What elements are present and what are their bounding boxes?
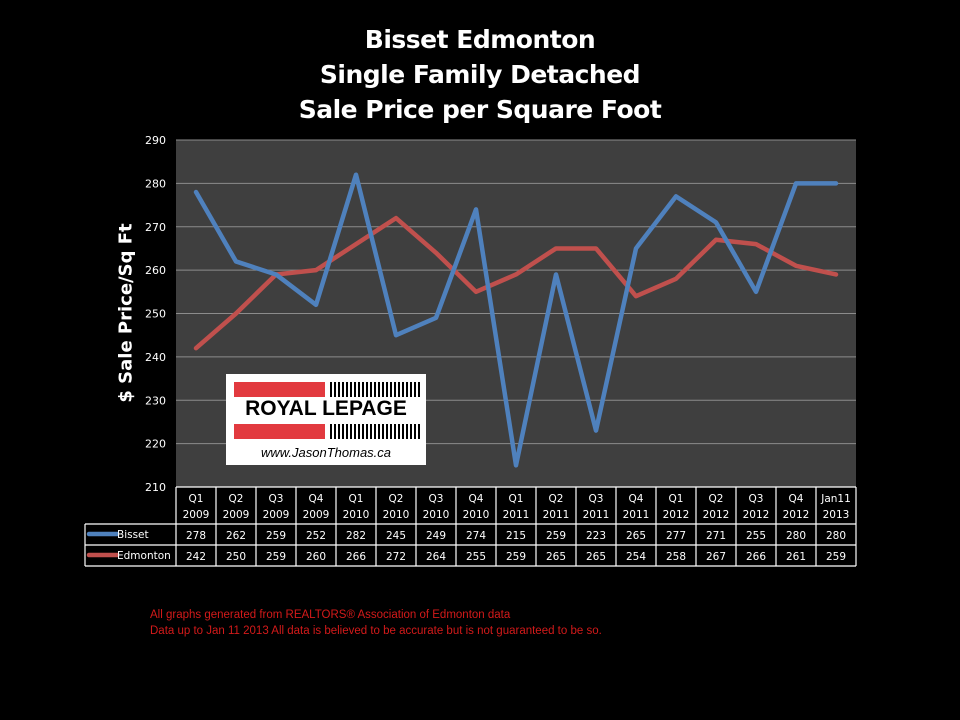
x-category-label: Q2 [389, 493, 404, 505]
x-category-label: Q2 [229, 493, 244, 505]
x-category-year: 2010 [343, 509, 370, 521]
table-cell-value: 266 [346, 551, 366, 563]
table-cell-value: 215 [506, 530, 526, 542]
x-category-year: 2011 [583, 509, 610, 521]
table-cell-value: 245 [386, 530, 406, 542]
x-category-label: Q2 [549, 493, 564, 505]
table-cell-value: 252 [306, 530, 326, 542]
chart-title: Bisset Edmonton Single Family Detached S… [0, 22, 960, 127]
x-category-year: 2012 [743, 509, 770, 521]
y-tick-label: 270 [145, 221, 166, 234]
x-category-label: Q3 [589, 493, 604, 505]
table-cell-value: 259 [826, 551, 846, 563]
x-category-year: 2009 [183, 509, 210, 521]
table-cell-value: 250 [226, 551, 246, 563]
table-cell-value: 278 [186, 530, 206, 542]
y-tick-label: 240 [145, 351, 166, 364]
table-cell-value: 259 [506, 551, 526, 563]
x-category-year: 2009 [223, 509, 250, 521]
x-category-year: 2011 [503, 509, 530, 521]
table-cell-value: 259 [266, 530, 286, 542]
x-category-label: Q1 [349, 493, 364, 505]
title-line-2: Single Family Detached [319, 60, 641, 89]
y-tick-label: 290 [145, 134, 166, 147]
x-category-label: Q1 [669, 493, 684, 505]
y-tick-label: 230 [145, 394, 166, 407]
x-category-year: 2009 [263, 509, 290, 521]
royal-lepage-logo: ROYAL LEPAGE www.JasonThomas.ca [226, 374, 426, 465]
x-category-label: Jan11 [820, 493, 851, 505]
table-cell-value: 267 [706, 551, 726, 563]
x-category-year: 2009 [303, 509, 330, 521]
footer-line-2: Data up to Jan 11 2013 All data is belie… [150, 625, 602, 637]
title-line-1: Bisset Edmonton [364, 25, 596, 54]
x-category-label: Q3 [749, 493, 764, 505]
legend-label-edmonton: Edmonton [117, 550, 171, 562]
x-category-year: 2011 [623, 509, 650, 521]
footer-disclaimer: All graphs generated from REALTORS® Asso… [150, 607, 602, 639]
footer-line-1: All graphs generated from REALTORS® Asso… [150, 609, 511, 621]
logo-red-bar-top [234, 382, 325, 397]
table-cell-value: 266 [746, 551, 766, 563]
y-tick-label: 280 [145, 177, 166, 190]
x-category-year: 2012 [663, 509, 690, 521]
x-category-label: Q3 [269, 493, 284, 505]
table-cell-value: 258 [666, 551, 686, 563]
table-cell-value: 265 [546, 551, 566, 563]
logo-red-bar-bottom [234, 424, 325, 439]
logo-barcode-bottom [330, 424, 420, 439]
table-cell-value: 223 [586, 530, 606, 542]
x-category-label: Q1 [509, 493, 524, 505]
logo-brand-text: ROYAL LEPAGE [245, 397, 407, 420]
table-cell-value: 282 [346, 530, 366, 542]
logo-website-link[interactable]: www.JasonThomas.ca [260, 445, 392, 460]
y-axis-label: $ Sale Price/Sq Ft [115, 223, 137, 403]
table-cell-value: 259 [546, 530, 566, 542]
table-cell-value: 265 [586, 551, 606, 563]
logo-barcode-top [330, 382, 420, 397]
x-category-year: 2010 [463, 509, 490, 521]
x-category-label: Q3 [429, 493, 444, 505]
table-cell-value: 277 [666, 530, 686, 542]
table-cell-value: 242 [186, 551, 206, 563]
x-category-year: 2010 [423, 509, 450, 521]
table-cell-value: 265 [626, 530, 646, 542]
y-tick-label: 260 [145, 264, 166, 277]
series-line-bisset [193, 172, 839, 468]
table-cell-value: 254 [626, 551, 646, 563]
table-cell-value: 259 [266, 551, 286, 563]
table-cell-value: 264 [426, 551, 446, 563]
y-tick-label: 210 [145, 481, 166, 494]
x-category-year: 2011 [543, 509, 570, 521]
y-tick-label: 220 [145, 438, 166, 451]
x-category-label: Q4 [629, 493, 644, 505]
x-category-label: Q2 [709, 493, 724, 505]
table-cell-value: 255 [746, 530, 766, 542]
table-cell-value: 249 [426, 530, 446, 542]
x-category-label: Q4 [469, 493, 484, 505]
x-category-label: Q1 [189, 493, 204, 505]
x-category-year: 2010 [383, 509, 410, 521]
table-cell-value: 262 [226, 530, 246, 542]
table-cell-value: 280 [826, 530, 846, 542]
x-category-year: 2012 [703, 509, 730, 521]
table-cell-value: 271 [706, 530, 726, 542]
table-cell-value: 261 [786, 551, 806, 563]
table-cell-value: 255 [466, 551, 486, 563]
legend-label-bisset: Bisset [117, 529, 149, 541]
x-category-label: Q4 [309, 493, 324, 505]
table-cell-value: 280 [786, 530, 806, 542]
x-category-year: 2013 [823, 509, 850, 521]
x-category-label: Q4 [789, 493, 804, 505]
x-category-year: 2012 [783, 509, 810, 521]
title-line-3: Sale Price per Square Foot [298, 95, 662, 124]
table-cell-value: 272 [386, 551, 406, 563]
table-cell-value: 260 [306, 551, 326, 563]
table-cell-value: 274 [466, 530, 486, 542]
y-tick-label: 250 [145, 308, 166, 321]
